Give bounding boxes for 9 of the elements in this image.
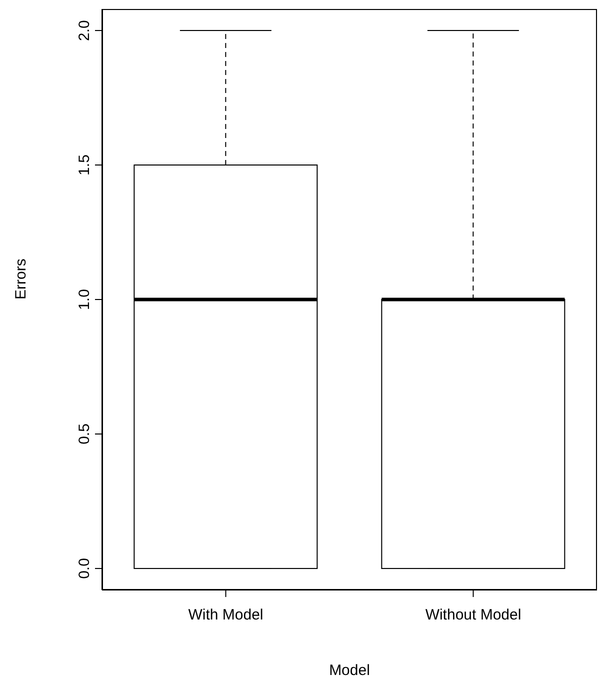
y-axis-title: Errors [12, 258, 30, 300]
x-axis-title: Model [329, 662, 370, 679]
y-tick-label: 0.5 [76, 424, 93, 444]
y-tick-label: 1.0 [76, 289, 93, 310]
y-tick-label: 0.0 [76, 558, 93, 579]
x-tick-label: With Model [188, 606, 264, 624]
x-tick-label: Without Model [425, 606, 522, 624]
y-tick-label: 2.0 [76, 20, 93, 41]
y-tick-label: 1.5 [76, 154, 93, 176]
